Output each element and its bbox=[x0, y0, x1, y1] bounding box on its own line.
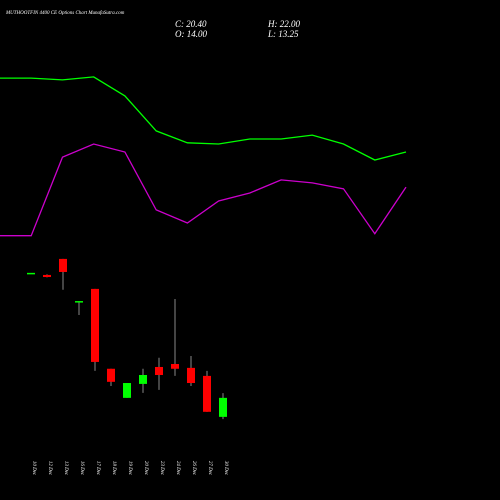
ohlc-label: O: 14.00 bbox=[175, 29, 207, 39]
ohlc-label: L: 13.25 bbox=[267, 29, 299, 39]
candle-body bbox=[59, 258, 67, 272]
x-tick-label: 20 Dec bbox=[143, 461, 148, 476]
x-tick-label: 24 Dec bbox=[175, 461, 180, 476]
candle-body bbox=[27, 272, 35, 275]
x-tick-label: 18 Dec bbox=[111, 461, 116, 476]
candle-body bbox=[107, 368, 115, 382]
candle-body bbox=[91, 288, 99, 362]
candle-body bbox=[187, 367, 195, 384]
ohlc-label: H: 22.00 bbox=[267, 19, 300, 29]
candle-body bbox=[219, 397, 227, 417]
x-tick-label: 13 Dec bbox=[63, 461, 68, 476]
x-tick-label: 19 Dec bbox=[127, 461, 132, 476]
x-tick-label: 26 Dec bbox=[191, 461, 196, 476]
ohlc-label: C: 20.40 bbox=[175, 19, 207, 29]
chart-title: MUTHOOTFIN 4400 CE Options Chart MunafaS… bbox=[5, 11, 125, 16]
x-tick-label: 16 Dec bbox=[79, 461, 84, 476]
x-tick-label: 12 Dec bbox=[47, 461, 52, 476]
x-tick-label: 10 Dec bbox=[31, 461, 36, 476]
candle-body bbox=[43, 274, 51, 278]
candle-body bbox=[171, 364, 179, 369]
candle-body bbox=[139, 375, 147, 384]
x-tick-label: 27 Dec bbox=[207, 461, 212, 476]
candle-body bbox=[203, 375, 211, 412]
x-tick-label: 23 Dec bbox=[159, 461, 164, 476]
candle-body bbox=[123, 383, 131, 398]
indicator-line bbox=[0, 143, 407, 237]
candle-body bbox=[75, 301, 83, 303]
x-tick-label: 30 Dec bbox=[223, 461, 228, 476]
x-tick-label: 17 Dec bbox=[95, 461, 100, 476]
indicator-line bbox=[0, 76, 407, 161]
candle-body bbox=[155, 366, 163, 375]
